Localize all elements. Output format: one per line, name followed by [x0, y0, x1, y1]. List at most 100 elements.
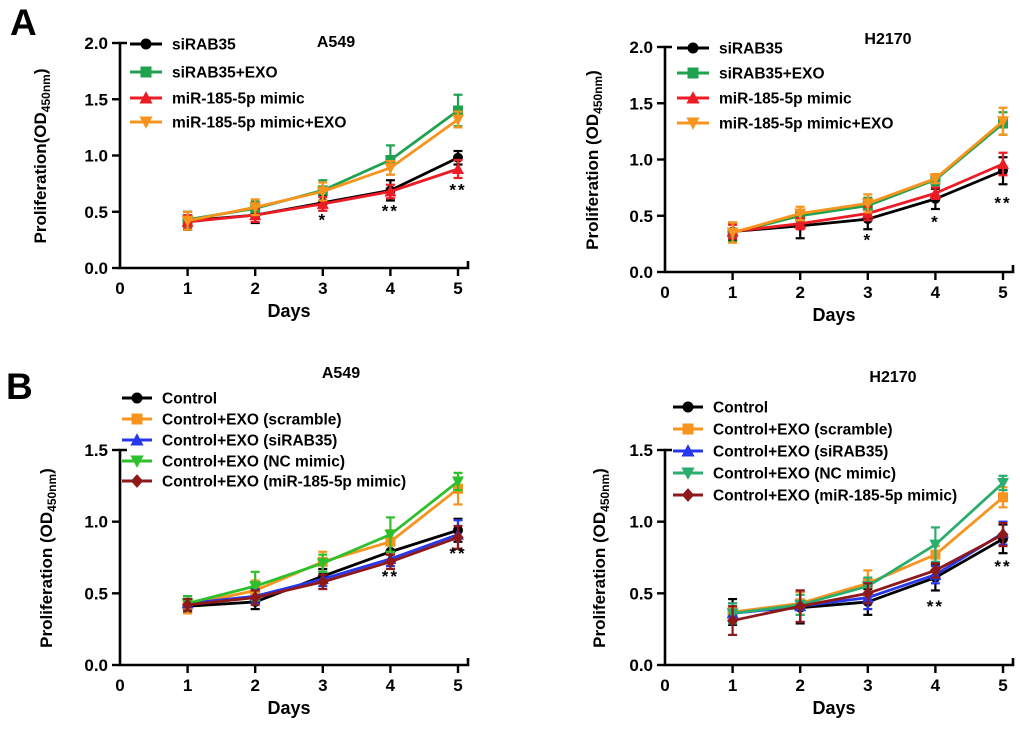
x-tick-label: 2 [795, 283, 804, 302]
triangle-down-marker [997, 477, 1009, 490]
x-tick-label: 5 [998, 676, 1007, 695]
triangle-down-marker [181, 215, 194, 227]
y-tick-label: 0.5 [629, 584, 653, 603]
significance-marker: ** [994, 193, 1011, 212]
y-tick-label: 1.5 [84, 90, 108, 109]
significance-marker: * [318, 211, 327, 230]
legend-item: siRAB35 [677, 41, 783, 58]
x-tick-label: 0 [660, 676, 669, 695]
triangle-down-marker [249, 202, 262, 214]
x-tick-label: 3 [318, 676, 327, 695]
chart-title: A549 [317, 34, 355, 51]
x-tick-label: 2 [795, 676, 804, 695]
chart-title: A549 [322, 365, 360, 382]
legend-label: miR-185-5p mimic [719, 91, 852, 108]
chart-panel-a-a549: 0.0 0.5 1.0 1.5 2.0 0 1 2 3 4 5 Days Proliferation(O… [0, 0, 510, 345]
circle-marker [687, 42, 699, 54]
x-tick-label: 3 [318, 279, 327, 298]
diamond-marker [681, 488, 695, 502]
triangle-up-marker [929, 187, 942, 199]
y-tick-label: 0.5 [84, 203, 108, 222]
x-tick-label: 3 [863, 283, 872, 302]
legend-label: Control+EXO (siRAB35) [713, 444, 888, 461]
triangle-up-marker [997, 157, 1009, 169]
triangle-up-marker [384, 185, 397, 197]
legend-item: siRAB35+EXO [677, 66, 825, 83]
x-tick-label: 0 [660, 283, 669, 302]
y-tick-label: 1.5 [84, 441, 108, 460]
series-control-exo-nc-mimic- [181, 471, 464, 612]
chart-title: H2170 [864, 31, 911, 48]
legend-item: miR-185-5p mimic+EXO [130, 115, 346, 132]
x-axis-title: Days [812, 305, 855, 325]
y-axis-title: Proliferation(OD450nm) [31, 69, 53, 244]
legend-label: siRAB35+EXO [719, 66, 825, 83]
triangle-down-marker [452, 114, 464, 126]
panel-b-label: B [6, 366, 33, 407]
triangle-down-marker [929, 539, 942, 551]
triangle-down-marker [384, 529, 397, 541]
x-tick-label: 1 [728, 676, 737, 695]
square-marker [998, 492, 1008, 503]
circle-marker [682, 401, 694, 413]
chart-panel-b-a549: 0.0 0.5 1.0 1.5 0 1 2 3 4 5 Days Proliferation (OD4… [0, 340, 510, 742]
chart-panel-a-h2170: 0.0 0.5 1.0 1.5 2.0 0 1 2 3 4 5 Days Proliferation (… [510, 0, 1020, 345]
x-tick-label: 5 [453, 676, 462, 695]
triangle-up-marker [794, 217, 807, 229]
legend-item: miR-185-5p mimic [677, 91, 852, 108]
chart-title: H2170 [869, 369, 916, 386]
y-tick-label: 0.0 [84, 259, 108, 278]
diamond-marker [384, 555, 396, 568]
x-tick-label: 3 [863, 676, 872, 695]
series-mir-185-5p-mimic [181, 158, 464, 230]
square-marker [385, 155, 396, 165]
triangle-down-marker [130, 455, 144, 468]
chart-panel-b-h2170: 0.0 0.5 1.0 1.5 0 1 2 3 4 5 Days Proliferation (OD4… [510, 340, 1020, 742]
y-tick-label: 0.0 [629, 263, 653, 282]
y-tick-label: 1.0 [629, 151, 653, 170]
x-axis-title: Days [267, 698, 310, 718]
x-tick-label: 1 [183, 279, 192, 298]
legend-item: Control+EXO (miR-185-5p mimic) [673, 488, 957, 505]
plot-svg: 0.0 0.5 1.0 1.5 2.0 0 1 2 3 4 5 Days Proliferation (… [583, 31, 1015, 325]
x-tick-label: 0 [115, 676, 124, 695]
square-marker [140, 66, 152, 78]
legend-item: Control+EXO (siRAB35) [673, 444, 888, 461]
legend-label: Control+EXO (miR-185-5p mimic) [162, 474, 406, 491]
y-axis-title: Proliferation (OD450nm) [583, 70, 605, 250]
triangle-down-marker [681, 467, 695, 480]
legend-item: Control [673, 400, 768, 417]
y-tick-label: 2.0 [629, 38, 653, 57]
square-marker [687, 67, 699, 79]
significance-marker: ** [382, 567, 399, 586]
y-tick-label: 1.5 [629, 94, 653, 113]
x-tick-label: 5 [453, 279, 462, 298]
legend-label: miR-185-5p mimic+EXO [172, 115, 346, 132]
legend-item: siRAB35+EXO [130, 65, 278, 82]
significance-marker: ** [449, 180, 466, 199]
x-tick-label: 5 [998, 283, 1007, 302]
significance-marker: * [931, 212, 940, 231]
legend-item: Control+EXO (miR-185-5p mimic) [122, 474, 406, 491]
triangle-down-marker [316, 186, 329, 198]
triangle-down-marker [861, 198, 874, 210]
legend-item: Control+EXO (scramble) [673, 422, 893, 439]
legend-item: miR-185-5p mimic+EXO [677, 116, 893, 133]
significance-marker: ** [927, 597, 944, 616]
legend-label: Control+EXO (scramble) [713, 422, 893, 439]
legend-item: miR-185-5p mimic [130, 91, 305, 108]
x-tick-label: 1 [183, 676, 192, 695]
significance-marker: ** [449, 544, 466, 563]
y-tick-label: 0.0 [84, 656, 108, 675]
triangle-up-marker [316, 197, 329, 209]
legend-label: miR-185-5p mimic+EXO [719, 116, 893, 133]
y-tick-label: 1.0 [629, 513, 653, 532]
diamond-marker [929, 564, 941, 577]
triangle-up-marker [452, 162, 464, 174]
triangle-down-marker [929, 173, 942, 185]
y-tick-label: 1.0 [84, 513, 108, 532]
significance-marker: ** [382, 202, 399, 221]
panel-a-label: A [10, 2, 37, 43]
x-tick-label: 1 [728, 283, 737, 302]
y-tick-label: 1.5 [629, 441, 653, 460]
